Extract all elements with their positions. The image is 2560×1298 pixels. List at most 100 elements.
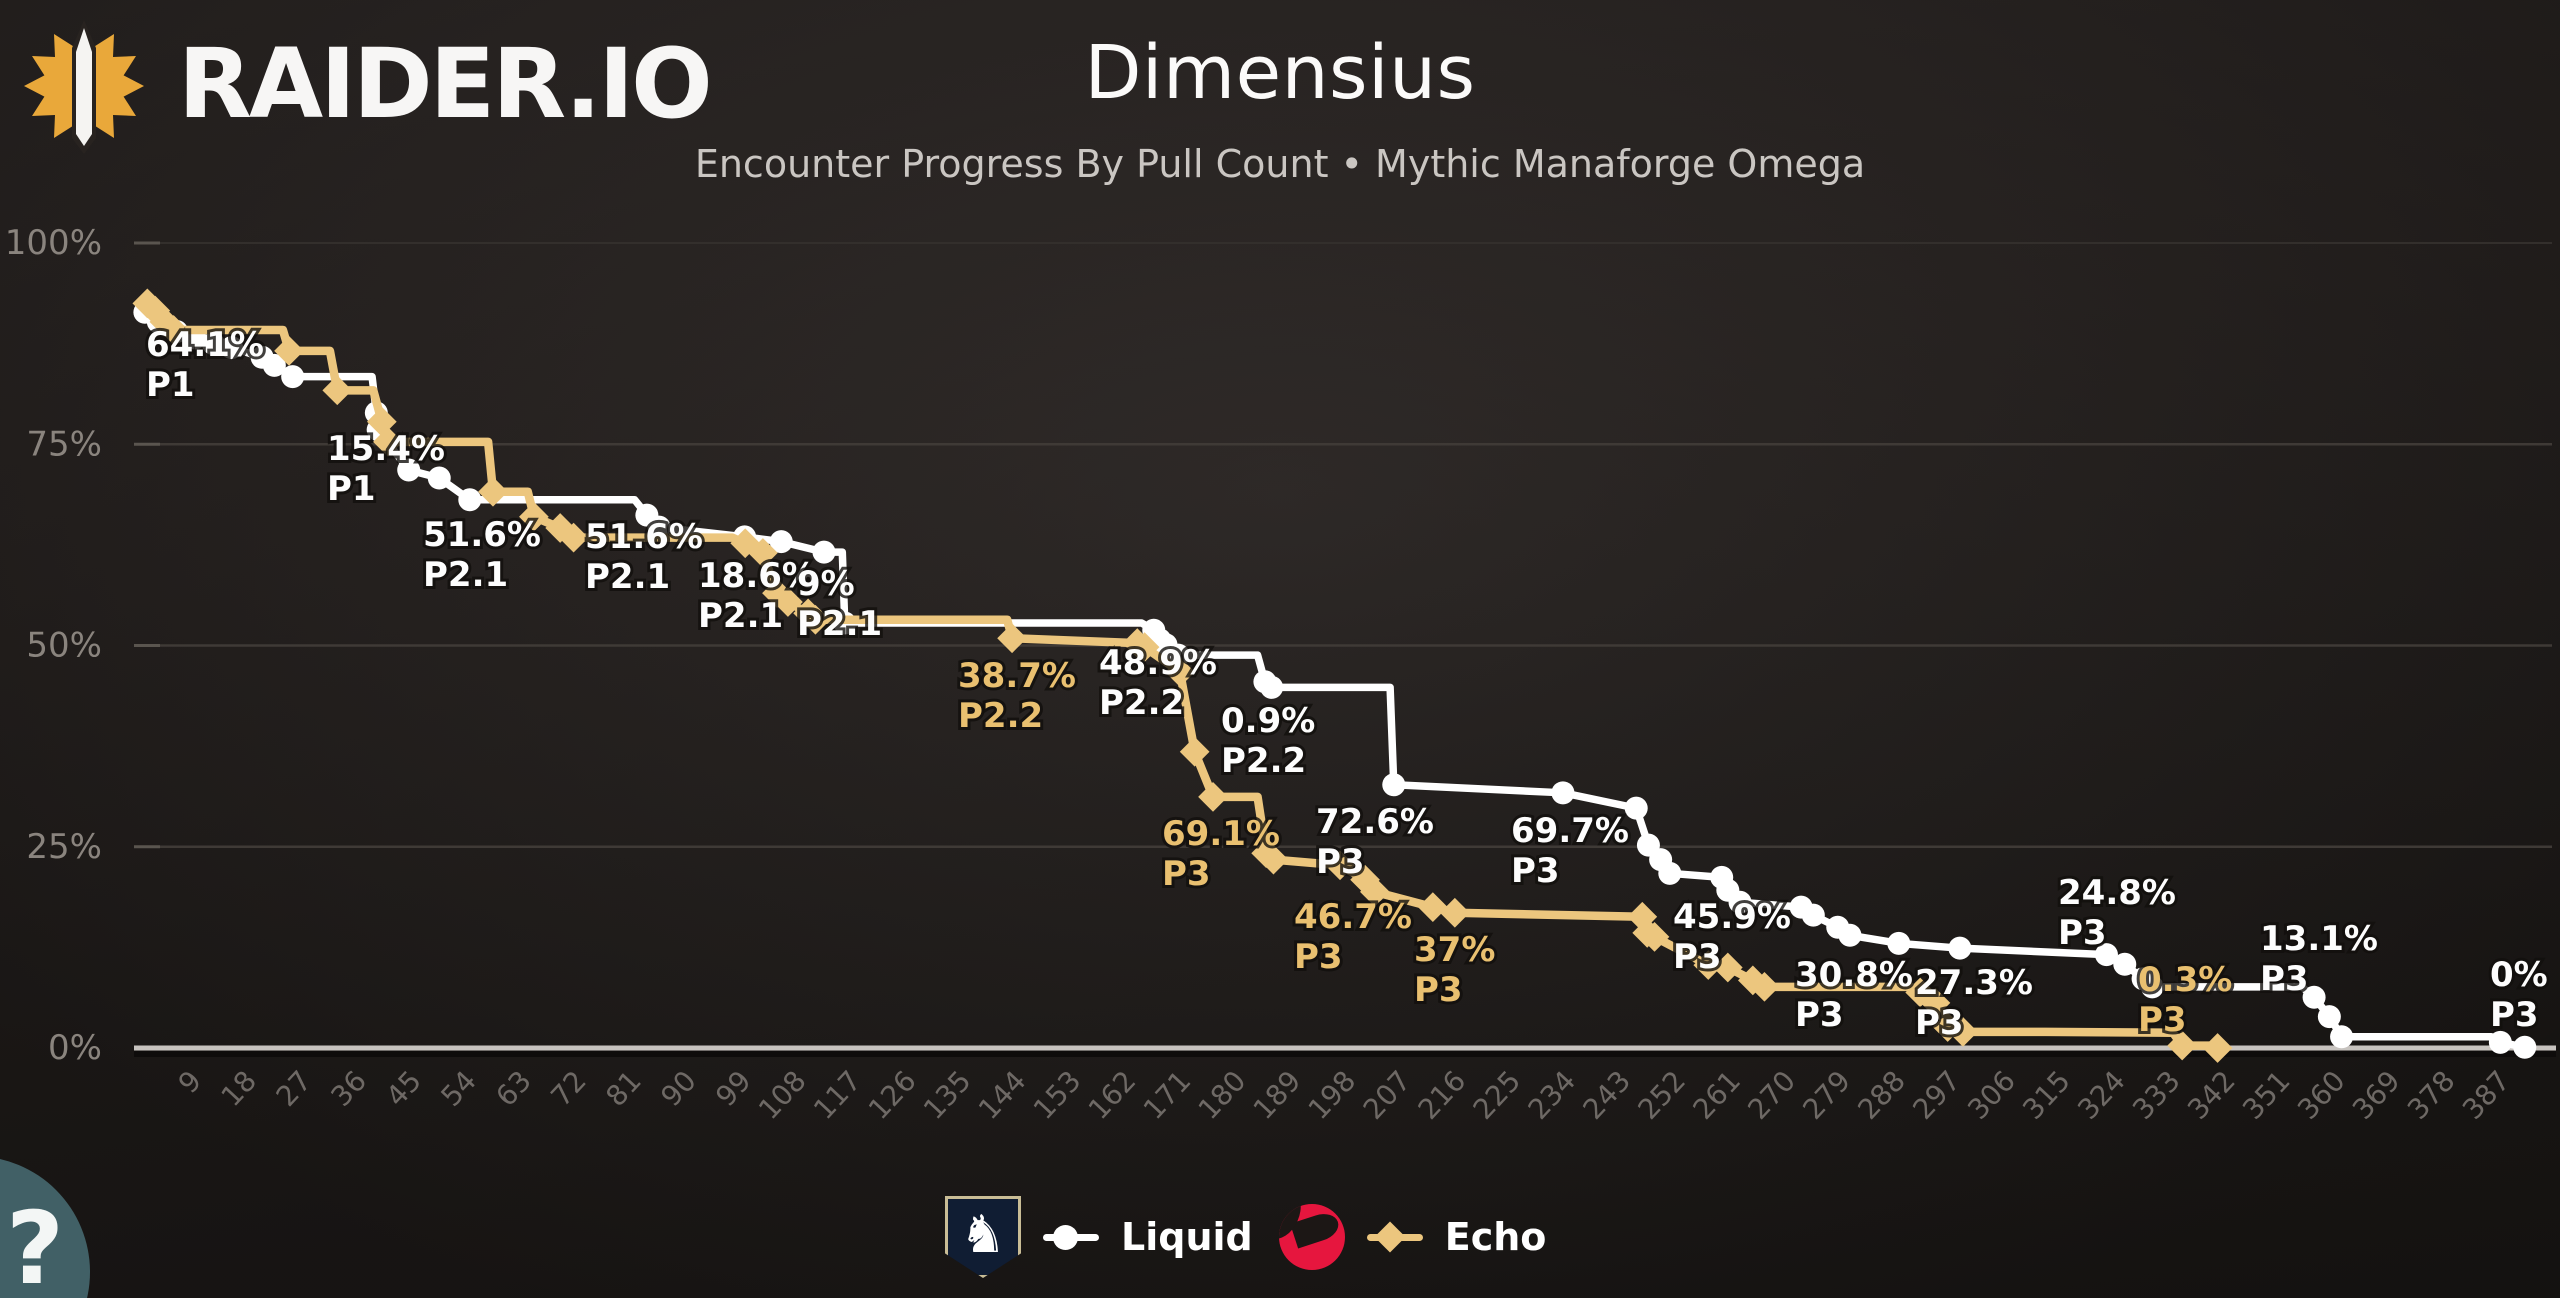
liquid-point-marker [647, 515, 671, 539]
echo-point-marker [1325, 850, 1355, 881]
x-tick-label: 315 [2016, 1064, 2077, 1126]
x-tick-label: 126 [862, 1064, 923, 1126]
x-tick-label: 144 [972, 1064, 1033, 1126]
grid-layer: 100% 75% 50% 25% 0% [5, 223, 2556, 1068]
chart-legend: ♞ Liquid Echo [945, 1196, 1546, 1278]
phase-callout: 0.9% P2.2 [1221, 701, 1315, 781]
echo-point-marker [1439, 897, 1470, 928]
x-tick-label: 90 [654, 1064, 702, 1113]
liquid-point-marker [1838, 923, 1862, 947]
question-mark-icon: ? [6, 1190, 65, 1298]
page-title: Dimensius [1084, 30, 1476, 116]
phase-callout: 18.6% P2.1 [698, 556, 816, 636]
echo-point-marker [1693, 950, 1724, 980]
liquid-point-marker [1260, 675, 1284, 699]
x-tick-label: 18 [215, 1064, 263, 1113]
legend-label-liquid: Liquid [1121, 1215, 1253, 1259]
x-tick-label: 180 [1192, 1064, 1253, 1126]
x-tick-label: 81 [599, 1064, 647, 1113]
phase-callout: 46.7% P3 [1294, 897, 1412, 977]
x-tick-label: 270 [1741, 1064, 1802, 1126]
liquid-point-marker [1658, 861, 1682, 885]
x-tick-label: 252 [1631, 1064, 1692, 1126]
x-tick-layer: 9 18 27 36 45 54 63 72 81 90 991081171261351441531… [172, 1064, 2517, 1126]
x-tick-label: 108 [752, 1064, 813, 1126]
liquid-series [133, 300, 2537, 1059]
echo-team-logo [1278, 1204, 1345, 1270]
liquid-point-marker [2302, 985, 2326, 1009]
x-tick-label: 306 [1961, 1064, 2022, 1126]
x-tick-label: 117 [807, 1064, 868, 1126]
echo-point-marker [1712, 952, 1743, 983]
liquid-point-marker [427, 466, 451, 490]
phase-callout: 51.6% P2.1 [585, 517, 703, 597]
y-tick-label: 25% [26, 827, 102, 867]
phase-callout: 64.1% P1 [146, 325, 264, 405]
y-tick-label: 75% [26, 424, 102, 464]
y-tick-label: 50% [26, 626, 102, 666]
page-subtitle: Encounter Progress By Pull Count • Mythi… [694, 142, 1866, 186]
y-tick-label: 0% [48, 1028, 102, 1068]
x-tick-label: 360 [2291, 1064, 2352, 1126]
sword-shape [76, 28, 92, 146]
liquid-point-marker [1887, 931, 1911, 955]
liquid-point-marker [397, 458, 421, 482]
raiderio-logo[interactable]: RAIDER.IO [22, 14, 713, 154]
echo-point-marker [1258, 844, 1289, 875]
liquid-point-marker [769, 530, 793, 554]
x-tick-label: 99 [709, 1064, 757, 1113]
liquid-point-marker [1728, 890, 1752, 914]
liquid-point-marker [2513, 1035, 2537, 1059]
liquid-point-marker [1382, 773, 1406, 797]
phase-callout: 72.6% P3 [1316, 802, 1434, 882]
x-tick-label: 225 [1467, 1064, 1528, 1126]
x-tick-label: 54 [434, 1064, 482, 1113]
liquid-point-marker [1551, 781, 1575, 805]
x-tick-label: 288 [1851, 1064, 1912, 1126]
legend-item-echo[interactable]: Echo [1278, 1204, 1547, 1270]
x-tick-label: 324 [2071, 1064, 2132, 1126]
echo-point-marker [2202, 1033, 2233, 1063]
phase-callout: 13.1% P3 [2260, 919, 2378, 999]
x-tick-label: 72 [544, 1064, 592, 1113]
echo-point-marker [1359, 876, 1390, 907]
legend-label-echo: Echo [1444, 1215, 1547, 1259]
x-tick-label: 342 [2181, 1064, 2242, 1126]
phase-callout: 0.3% P3 [2138, 960, 2232, 1040]
y-tick-label: 100% [5, 223, 102, 263]
liquid-point-marker [220, 336, 244, 360]
phase-callout: 30.8% P3 [1795, 955, 1913, 1035]
liquid-point-marker [1166, 643, 1190, 667]
phase-callout: 37% P3 [1414, 930, 1495, 1010]
phase-callout: 0% P3 [2490, 955, 2548, 1035]
x-tick-label: 216 [1412, 1064, 1473, 1126]
help-button[interactable]: ? [0, 1156, 90, 1298]
echo-point-marker [1198, 781, 1228, 812]
x-tick-label: 333 [2126, 1064, 2187, 1126]
liquid-point-marker [2113, 952, 2137, 976]
liquid-point-marker [2488, 1030, 2512, 1054]
phase-callout: 69.7% P3 [1511, 811, 1629, 891]
liquid-point-marker [2330, 1025, 2354, 1049]
x-tick-label: 9 [172, 1064, 208, 1100]
x-tick-label: 171 [1137, 1064, 1198, 1126]
x-tick-label: 63 [489, 1064, 537, 1113]
liquid-point-marker [2094, 943, 2118, 967]
echo-point-marker [1165, 657, 1195, 687]
liquid-point-marker [262, 353, 286, 377]
x-tick-label: 189 [1247, 1064, 1308, 1126]
echo-point-marker [1179, 736, 1210, 767]
x-tick-label: 45 [379, 1064, 427, 1113]
liquid-point-marker [281, 365, 305, 389]
phase-callout: 38.7% P2.2 [958, 656, 1076, 736]
liquid-point-marker [458, 488, 482, 512]
x-tick-label: 36 [325, 1064, 373, 1113]
x-tick-label: 198 [1302, 1064, 1363, 1126]
phase-callout: 51.6% P2.1 [423, 515, 541, 595]
legend-item-liquid[interactable]: ♞ Liquid [945, 1196, 1253, 1278]
liquid-point-marker [2140, 975, 2164, 999]
liquid-marker-icon [1043, 1224, 1099, 1250]
